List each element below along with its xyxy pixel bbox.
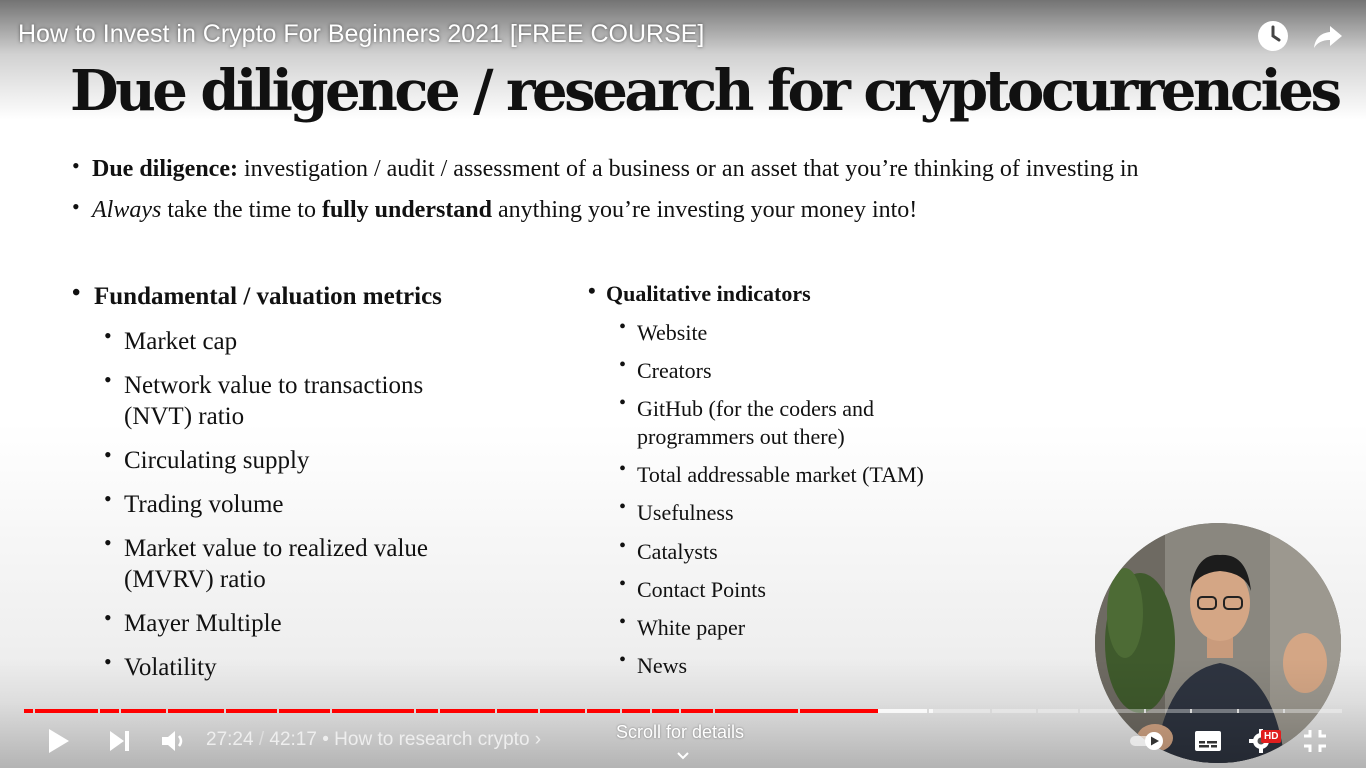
- exit-fullscreen-icon[interactable]: [1302, 728, 1328, 759]
- captions-icon[interactable]: [1194, 730, 1222, 757]
- clock-icon[interactable]: [1257, 20, 1289, 52]
- chapter-marker: [224, 709, 227, 713]
- current-time: 27:24: [206, 729, 254, 750]
- chapter-marker: [619, 709, 622, 713]
- chapter-marker: [538, 709, 541, 713]
- chapter-marker: [679, 709, 682, 713]
- intro-text: investigation / audit / assessment of a …: [237, 156, 1139, 182]
- video-title[interactable]: How to Invest in Crypto For Beginners 20…: [18, 20, 705, 48]
- hd-badge: HD: [1261, 730, 1282, 743]
- chapter-marker: [585, 709, 588, 713]
- chapter-title[interactable]: How to research crypto: [334, 729, 530, 750]
- intro-bold: Due diligence:: [92, 156, 238, 182]
- chapter-marker: [1078, 709, 1081, 713]
- chevron-down-icon[interactable]: [676, 748, 690, 766]
- chapter-marker: [329, 709, 332, 713]
- chapter-marker: [33, 709, 36, 713]
- play-icon[interactable]: [44, 727, 72, 760]
- time-display: 27:24 / 42:17 • How to research crypto ›: [206, 729, 542, 750]
- next-icon[interactable]: [108, 730, 132, 757]
- share-arrow-icon[interactable]: [1312, 20, 1344, 52]
- chapter-marker: [277, 709, 280, 713]
- progress-played: [24, 709, 879, 713]
- chapter-marker: [437, 709, 440, 713]
- autoplay-toggle-icon[interactable]: [1128, 731, 1166, 756]
- chapter-marker: [990, 709, 993, 713]
- chapter-marker: [1144, 709, 1147, 713]
- chapter-marker: [118, 709, 121, 713]
- slide-heading: Due diligence / research for cryptocurre…: [70, 58, 1342, 124]
- intro-italic: Always: [92, 197, 162, 223]
- chapter-marker: [1190, 709, 1193, 713]
- chapter-marker: [1236, 709, 1239, 713]
- chapter-marker: [797, 709, 800, 713]
- chapter-marker: [494, 709, 497, 713]
- chapter-marker: [1282, 709, 1285, 713]
- chapter-marker: [1036, 709, 1039, 713]
- chapter-marker: [926, 709, 929, 713]
- scroll-for-details[interactable]: Scroll for details: [616, 722, 745, 742]
- chapter-chevron-icon[interactable]: ›: [534, 729, 542, 750]
- presenter-webcam: [1095, 523, 1341, 763]
- chapter-separator: •: [322, 729, 329, 750]
- duration: 42:17: [269, 729, 317, 750]
- chapter-marker: [166, 709, 169, 713]
- chapter-marker: [650, 709, 653, 713]
- volume-icon[interactable]: [160, 728, 188, 759]
- progress-bar[interactable]: [24, 709, 1342, 713]
- intro-bold: fully understand: [321, 197, 493, 223]
- chapter-marker: [97, 709, 100, 713]
- chapter-marker: [713, 709, 716, 713]
- presenter-image: [1095, 523, 1341, 763]
- chapter-marker: [414, 709, 417, 713]
